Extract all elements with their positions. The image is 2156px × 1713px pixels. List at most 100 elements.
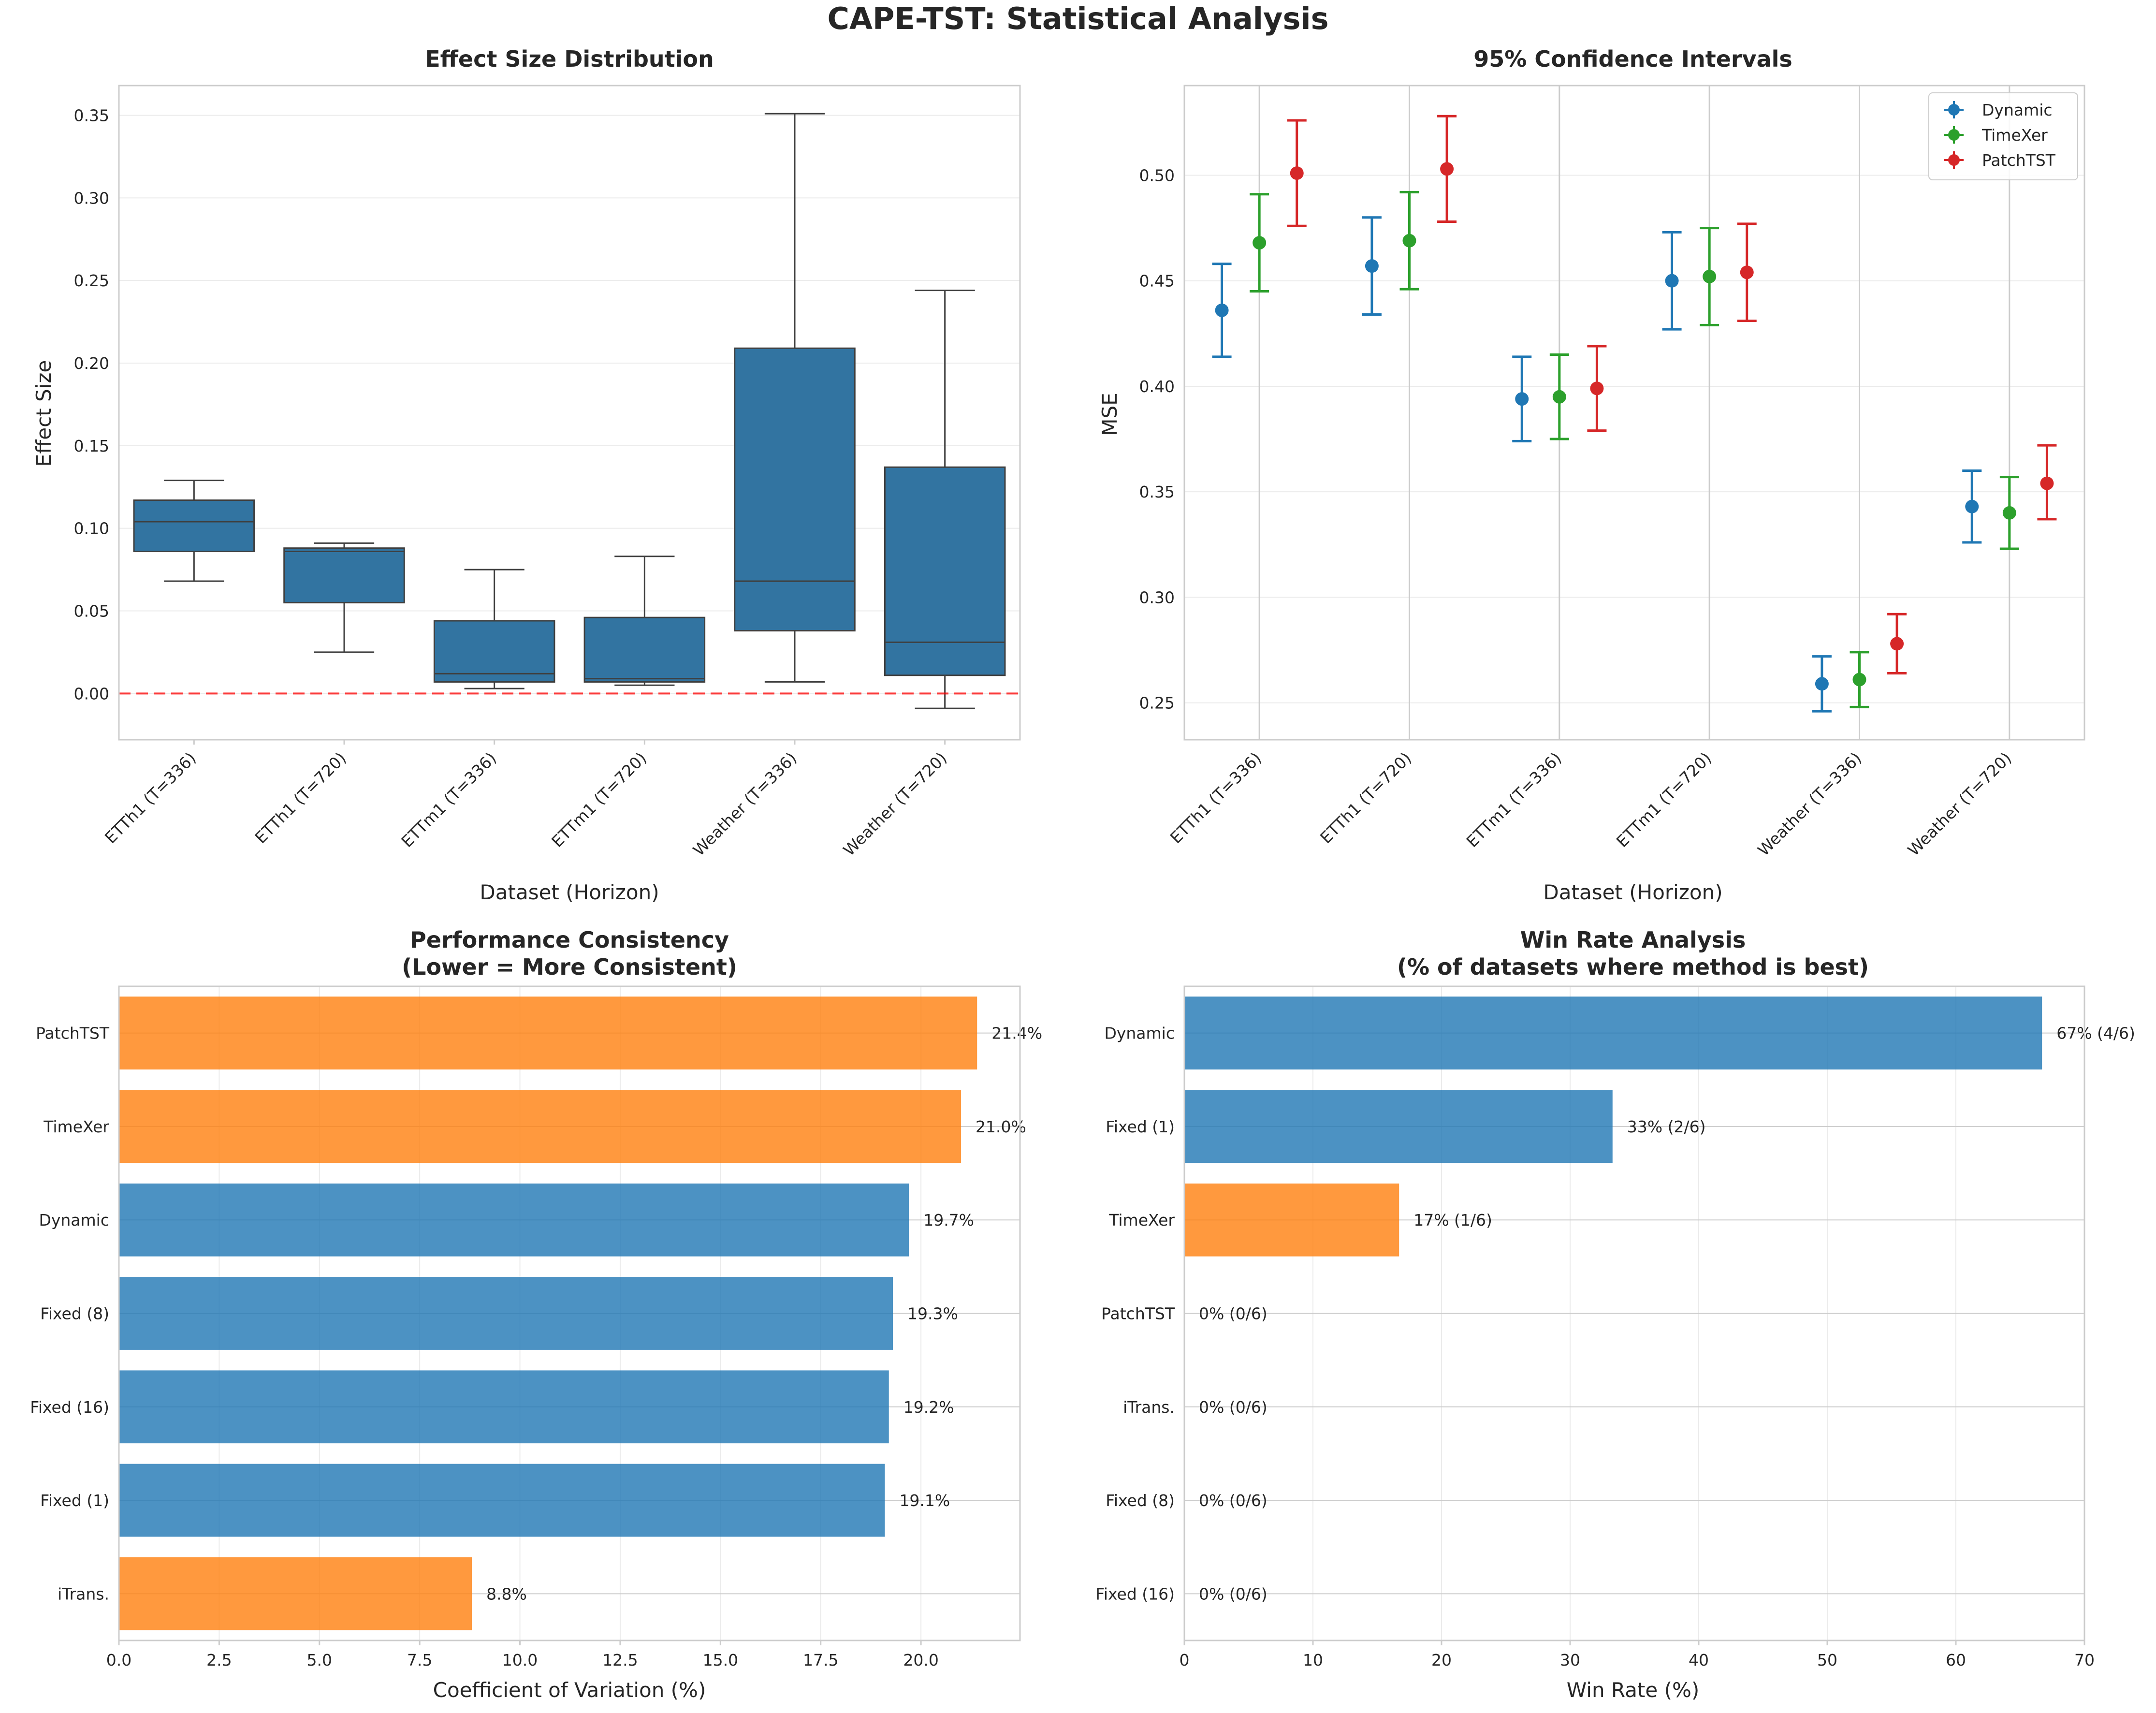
effect-size-ytick-label: 0.30 bbox=[74, 189, 109, 207]
win-rate-category-label: Fixed (8) bbox=[1106, 1491, 1175, 1510]
win-rate-bar bbox=[1184, 1183, 1399, 1257]
consistency-value-label: 8.8% bbox=[486, 1584, 527, 1603]
ci-point-patchtst bbox=[1890, 637, 1904, 651]
consistency-xtick-label: 7.5 bbox=[407, 1651, 432, 1669]
ci-point-patchtst bbox=[1590, 381, 1604, 395]
ci-point-dynamic bbox=[1365, 259, 1379, 273]
win-rate-xtick-label: 10 bbox=[1303, 1651, 1323, 1669]
consistency-category-label: Fixed (1) bbox=[40, 1491, 109, 1510]
effect-size-box bbox=[884, 466, 1006, 676]
effect-size-ytick-label: 0.15 bbox=[74, 437, 109, 455]
consistency-xtick-label: 2.5 bbox=[206, 1651, 232, 1669]
consistency-bar bbox=[119, 1277, 893, 1350]
ci-ytick-label: 0.40 bbox=[1139, 377, 1175, 396]
win-rate-xlabel: Win Rate (%) bbox=[1567, 1678, 1700, 1702]
win-rate-category-label: Fixed (16) bbox=[1095, 1584, 1175, 1603]
ci-point-dynamic bbox=[1965, 499, 1979, 513]
consistency-panel: Performance Consistency (Lower = More Co… bbox=[30, 927, 1042, 1702]
effect-size-box bbox=[133, 499, 255, 553]
win-rate-xtick-label: 70 bbox=[2074, 1651, 2095, 1669]
win-rate-value-label: 0% (0/6) bbox=[1199, 1584, 1267, 1603]
win-rate-category-label: PatchTST bbox=[1101, 1304, 1175, 1323]
win-rate-xtick-label: 60 bbox=[1946, 1651, 1966, 1669]
effect-size-title: Effect Size Distribution bbox=[425, 46, 714, 72]
ci-point-timexer bbox=[1703, 269, 1717, 283]
win-rate-category-label: iTrans. bbox=[1123, 1398, 1175, 1417]
effect-size-ytick-label: 0.10 bbox=[74, 519, 109, 538]
effect-size-box bbox=[583, 616, 706, 683]
ci-ylabel: MSE bbox=[1098, 393, 1122, 436]
win-rate-value-label: 67% (4/6) bbox=[2056, 1024, 2135, 1043]
ci-xlabel: Dataset (Horizon) bbox=[1543, 880, 1722, 904]
win-rate-value-label: 33% (2/6) bbox=[1627, 1117, 1706, 1136]
ci-point-dynamic bbox=[1665, 274, 1679, 288]
consistency-subtitle: (Lower = More Consistent) bbox=[402, 954, 737, 980]
ci-point-dynamic bbox=[1215, 303, 1229, 317]
ci-legend: Dynamic TimeXer PatchTST bbox=[1928, 92, 2078, 180]
consistency-value-label: 19.7% bbox=[923, 1211, 974, 1230]
ci-point-timexer bbox=[1253, 236, 1267, 250]
consistency-category-label: Fixed (16) bbox=[30, 1398, 109, 1417]
win-rate-subtitle: (% of datasets where method is best) bbox=[1397, 954, 1869, 980]
win-rate-value-label: 0% (0/6) bbox=[1199, 1491, 1267, 1510]
effect-size-ytick-label: 0.05 bbox=[74, 602, 109, 621]
ci-legend-label: TimeXer bbox=[1981, 126, 2048, 145]
ci-point-patchtst bbox=[1290, 166, 1304, 180]
win-rate-category-label: Fixed (1) bbox=[1106, 1117, 1175, 1136]
ci-ytick-label: 0.30 bbox=[1139, 588, 1175, 607]
ci-point-dynamic bbox=[1515, 392, 1529, 406]
ci-ytick-label: 0.35 bbox=[1139, 483, 1175, 501]
win-rate-value-label: 0% (0/6) bbox=[1199, 1304, 1267, 1323]
ci-legend-label: PatchTST bbox=[1982, 151, 2056, 170]
effect-size-ytick-label: 0.25 bbox=[74, 271, 109, 290]
ci-point-timexer bbox=[1852, 673, 1866, 687]
consistency-value-label: 19.2% bbox=[903, 1398, 954, 1417]
ci-point-timexer bbox=[1552, 390, 1566, 404]
effect-size-plot-frame bbox=[118, 85, 1021, 741]
win-rate-bar bbox=[1184, 1090, 1613, 1163]
win-rate-xtick-label: 40 bbox=[1689, 1651, 1709, 1669]
consistency-xtick-label: 20.0 bbox=[903, 1651, 938, 1669]
effect-size-ylabel: Effect Size bbox=[32, 360, 56, 467]
ci-point-dynamic bbox=[1815, 677, 1829, 691]
consistency-value-label: 21.4% bbox=[991, 1024, 1042, 1043]
effect-size-box bbox=[433, 620, 555, 683]
ci-ytick-label: 0.25 bbox=[1139, 694, 1175, 713]
win-rate-xtick-label: 0 bbox=[1180, 1651, 1190, 1669]
consistency-category-label: TimeXer bbox=[43, 1117, 109, 1136]
consistency-xtick-label: 15.0 bbox=[703, 1651, 738, 1669]
win-rate-value-label: 17% (1/6) bbox=[1413, 1211, 1492, 1230]
consistency-xtick-label: 5.0 bbox=[307, 1651, 332, 1669]
ci-point-patchtst bbox=[2040, 476, 2054, 490]
ci-point-timexer bbox=[1402, 234, 1416, 248]
consistency-xtick-label: 17.5 bbox=[803, 1651, 838, 1669]
win-rate-bar bbox=[1184, 996, 2042, 1070]
effect-size-ytick-label: 0.35 bbox=[74, 106, 109, 125]
ci-title: 95% Confidence Intervals bbox=[1473, 46, 1792, 72]
effect-size-box bbox=[734, 347, 856, 631]
effect-size-ytick-label: 0.20 bbox=[74, 354, 109, 373]
consistency-value-label: 21.0% bbox=[976, 1117, 1026, 1136]
ci-point-patchtst bbox=[1740, 265, 1754, 279]
consistency-plot-frame bbox=[118, 985, 1021, 1641]
ci-ytick-label: 0.50 bbox=[1139, 166, 1175, 185]
effect-size-ytick-label: 0.00 bbox=[74, 684, 109, 703]
ci-plot-frame bbox=[1183, 85, 2085, 741]
consistency-xtick-label: 0.0 bbox=[106, 1651, 131, 1669]
consistency-bar bbox=[119, 1183, 909, 1257]
effect-size-xlabel: Dataset (Horizon) bbox=[480, 880, 659, 904]
consistency-value-label: 19.1% bbox=[899, 1491, 950, 1510]
consistency-title: Performance Consistency bbox=[410, 927, 729, 953]
consistency-bar bbox=[119, 1557, 472, 1630]
effect-size-box bbox=[283, 547, 405, 603]
win-rate-xtick-label: 50 bbox=[1817, 1651, 1837, 1669]
consistency-value-label: 19.3% bbox=[907, 1304, 958, 1323]
consistency-bar bbox=[119, 1090, 961, 1163]
win-rate-plot-frame bbox=[1183, 985, 2085, 1641]
win-rate-xtick-label: 20 bbox=[1431, 1651, 1452, 1669]
ci-point-timexer bbox=[2002, 506, 2016, 520]
ci-legend-box bbox=[1928, 92, 2078, 180]
win-rate-category-label: TimeXer bbox=[1108, 1211, 1175, 1230]
